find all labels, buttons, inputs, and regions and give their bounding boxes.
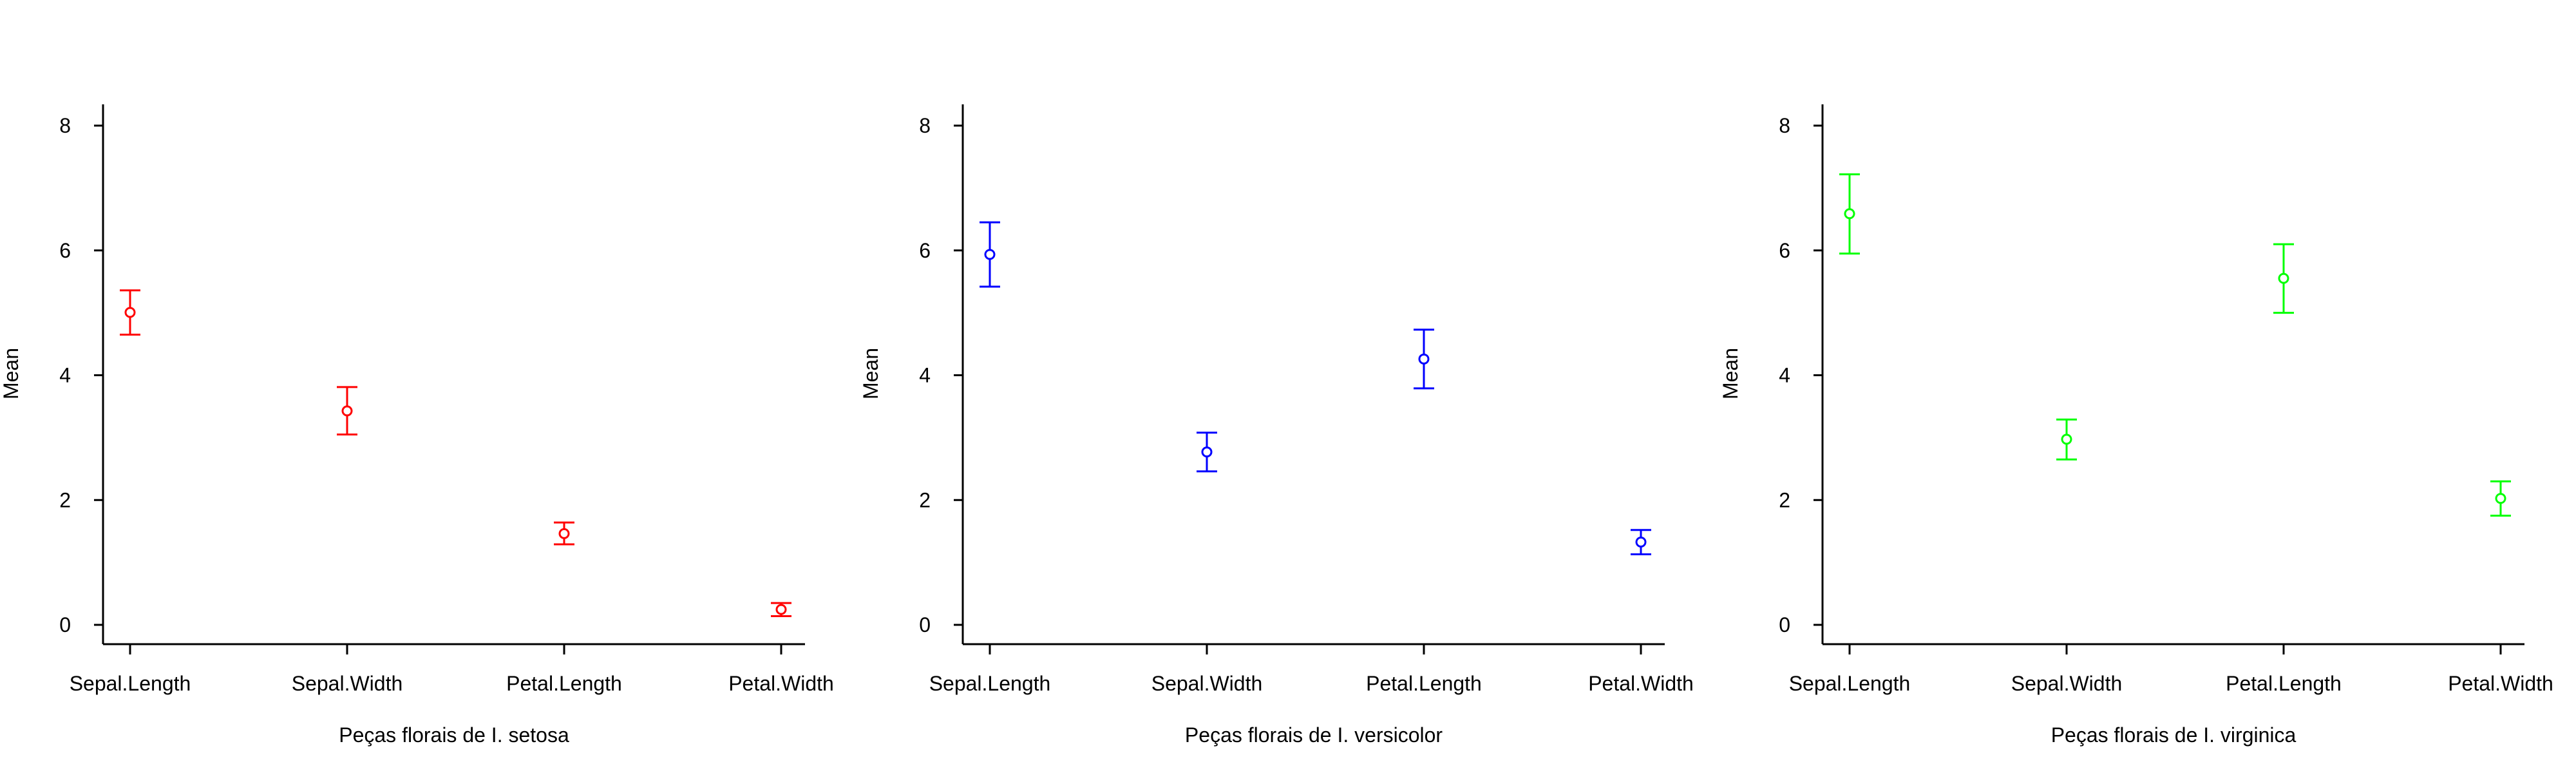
y-tick-label: 2 [1779, 488, 1790, 511]
y-tick-label: 6 [1779, 239, 1790, 262]
x-axis-title: Peças florais de I. versicolor [1185, 723, 1443, 747]
y-tick-label: 6 [919, 239, 931, 262]
y-tick-label: 0 [1779, 613, 1790, 636]
mean-point [2495, 493, 2506, 504]
mean-point [2061, 434, 2072, 445]
x-tick-label: Petal.Width [728, 672, 834, 695]
x-tick-label: Sepal.Width [1151, 672, 1263, 695]
mean-point [2278, 272, 2289, 284]
mean-point [1418, 353, 1430, 365]
y-tick-label: 2 [919, 488, 931, 511]
mean-point [1844, 208, 1855, 220]
y-tick-label: 0 [919, 613, 931, 636]
y-tick-label: 8 [1779, 114, 1790, 137]
error-bar [771, 602, 791, 617]
error-bar [1414, 329, 1434, 390]
y-tick-label: 0 [59, 613, 71, 636]
error-bar [554, 521, 574, 546]
y-tick-label: 8 [59, 114, 71, 137]
error-bar [120, 289, 140, 336]
mean-point [775, 604, 787, 615]
mean-point [124, 307, 136, 318]
x-tick-label: Sepal.Length [1789, 672, 1911, 695]
mean-point [984, 249, 996, 260]
x-tick-label: Petal.Length [1366, 672, 1482, 695]
mean-point [1201, 446, 1213, 458]
y-tick-label: 4 [59, 364, 71, 387]
mean-point [1635, 537, 1647, 548]
error-bar [2056, 418, 2077, 461]
x-tick-label: Sepal.Width [292, 672, 403, 695]
error-bar [980, 221, 1000, 288]
y-tick-label: 2 [59, 488, 71, 511]
error-bar [1197, 432, 1217, 473]
x-tick-label: Petal.Width [2448, 672, 2553, 695]
chart-panel-3: 0 2 4 6 8 Sepal.Length Sepal.Width Petal.Length… [1719, 104, 2553, 747]
x-tick-label: Petal.Width [1588, 672, 1694, 695]
x-tick-label: Petal.Length [2226, 672, 2342, 695]
x-tick-label: Sepal.Length [929, 672, 1051, 695]
y-axis-title: Mean [1719, 348, 1742, 399]
y-tick-label: 4 [919, 364, 931, 387]
y-axis-title: Mean [0, 348, 23, 399]
y-tick-label: 8 [919, 114, 931, 137]
y-tick-label: 6 [59, 239, 71, 262]
y-axis-title: Mean [859, 348, 882, 399]
y-tick-label: 4 [1779, 364, 1790, 387]
x-axis-title: Peças florais de I. setosa [339, 723, 569, 747]
mean-point [341, 405, 353, 417]
error-bar [337, 386, 357, 436]
chart-panel-2: 0 2 4 6 8 Sepal.Length Sepal.Width Petal.Length… [859, 104, 1694, 747]
error-bar [2490, 480, 2511, 517]
error-bar [1631, 529, 1651, 556]
x-tick-label: Sepal.Width [2011, 672, 2123, 695]
mean-point [558, 528, 570, 539]
x-tick-label: Petal.Length [506, 672, 622, 695]
error-bar [2273, 243, 2294, 314]
x-axis-title: Peças florais de I. virginica [2051, 723, 2297, 747]
chart-panel-1: 0 2 4 6 8 Sepal.Length Sepal.Width Petal.Length… [0, 104, 834, 747]
error-bar [1839, 173, 1860, 255]
x-tick-label: Sepal.Length [70, 672, 191, 695]
